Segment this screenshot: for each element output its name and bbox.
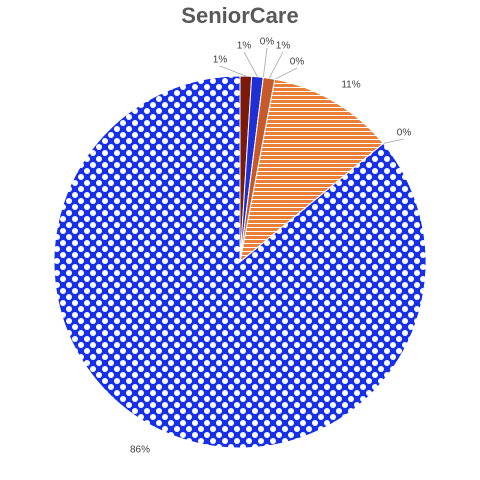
data-label: 1% [213, 55, 228, 66]
leader-line [243, 51, 258, 78]
leader-line [219, 65, 246, 77]
data-label: 0% [290, 57, 305, 68]
data-label: 11% [341, 80, 360, 91]
chart-title: SeniorCare [181, 3, 298, 28]
leader-line [274, 67, 298, 80]
leader-line [383, 138, 405, 144]
data-label: 1% [237, 41, 252, 52]
leader-line [262, 47, 268, 78]
data-label: 86% [130, 445, 150, 456]
pie-slice [239, 78, 385, 264]
leader-line [268, 51, 284, 79]
data-label: 1% [276, 41, 291, 52]
pie-slice [53, 75, 427, 449]
data-label: 0% [397, 128, 412, 139]
data-label: 0% [260, 37, 275, 48]
